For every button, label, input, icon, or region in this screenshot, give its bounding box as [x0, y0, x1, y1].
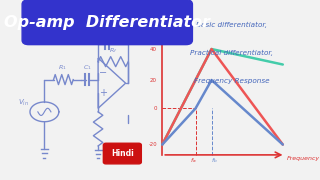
Text: 40: 40 [150, 47, 157, 51]
Text: $f_a$: $f_a$ [190, 156, 196, 165]
FancyBboxPatch shape [22, 0, 192, 45]
Text: Hindi: Hindi [111, 149, 134, 158]
Text: −: − [99, 68, 107, 78]
Text: Basic differentiator,: Basic differentiator, [196, 22, 267, 28]
Text: 0: 0 [154, 106, 157, 111]
Text: Frequency Response: Frequency Response [194, 78, 269, 84]
Text: 20: 20 [150, 78, 157, 82]
Text: $R_1$: $R_1$ [58, 63, 67, 72]
Text: $V_{in}$: $V_{in}$ [18, 98, 29, 108]
Text: Frequency: Frequency [287, 156, 320, 161]
Text: -20: -20 [148, 142, 157, 147]
FancyBboxPatch shape [103, 143, 141, 164]
Text: +: + [99, 88, 107, 98]
Text: Op-amp  Differentiator: Op-amp Differentiator [4, 15, 210, 30]
Text: $C_1$: $C_1$ [83, 63, 92, 72]
Text: $C_f$: $C_f$ [103, 27, 111, 36]
Text: Practical differentiator,: Practical differentiator, [190, 50, 273, 56]
Text: $R_f$: $R_f$ [109, 46, 117, 55]
Text: $f_b$: $f_b$ [211, 156, 218, 165]
